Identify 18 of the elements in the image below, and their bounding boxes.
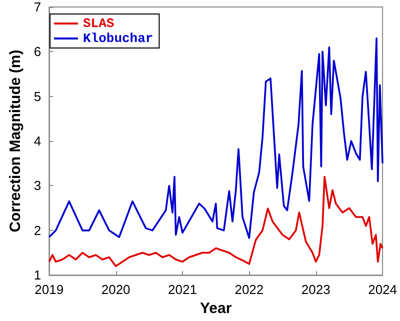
y-tick-label: 6	[34, 44, 42, 60]
legend-label: Klobuchar	[83, 31, 154, 46]
line-series	[48, 176, 384, 268]
y-axis-title: Correction Magnitude (m)	[7, 50, 24, 232]
y-tick-label: 7	[34, 0, 42, 14]
x-tick-label: 2023	[301, 282, 330, 298]
legend-label: SLAS	[83, 16, 114, 31]
x-tick-label: 2022	[234, 282, 264, 298]
y-tick-label: 3	[34, 178, 42, 194]
x-tick-label: 2019	[34, 282, 64, 298]
x-tick-label: 2024	[368, 282, 397, 298]
x-axis-title: Year	[200, 300, 232, 317]
y-tick-label: 1	[34, 268, 42, 283]
y-tick-label: 5	[34, 88, 42, 104]
x-tick-label: 2020	[101, 282, 130, 298]
x-tick-label: 2021	[168, 282, 197, 298]
y-tick-label: 2	[34, 222, 42, 238]
y-tick-label: 4	[34, 134, 42, 149]
